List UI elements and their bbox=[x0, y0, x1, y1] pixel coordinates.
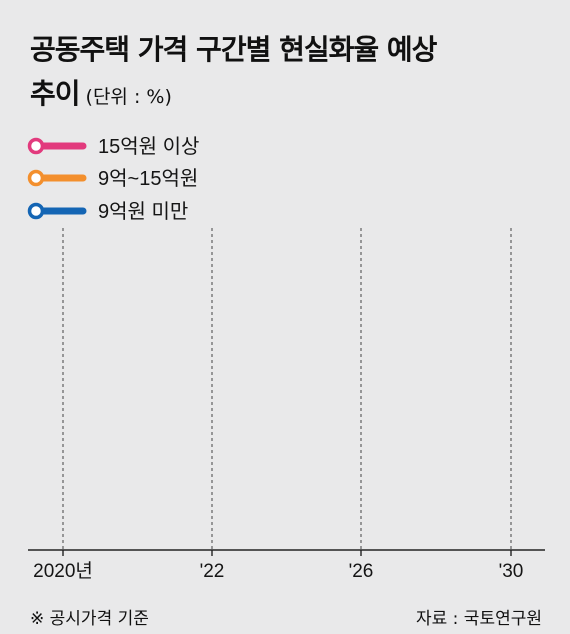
legend-label: 15억원 이상 bbox=[98, 135, 199, 158]
legend-label: 9억원 미만 bbox=[98, 200, 188, 223]
source-note: 자료 : 국토연구원 bbox=[415, 609, 542, 629]
legend-label: 9억~15억원 bbox=[98, 167, 198, 190]
chart-title: 공동주택 가격 구간별 현실화율 예상 bbox=[30, 33, 437, 66]
legend-marker bbox=[27, 202, 45, 220]
chart-title-cont: 추이 bbox=[30, 77, 81, 110]
chart-title-line2: 추이 (단위 : %) bbox=[30, 72, 172, 112]
x-tick-label: '30 bbox=[499, 561, 524, 582]
x-tick-label: '22 bbox=[200, 561, 225, 582]
footnote: ※ 공시가격 기준 bbox=[30, 609, 149, 629]
legend-marker bbox=[27, 137, 45, 155]
unit-label: (단위 : %) bbox=[85, 86, 172, 108]
x-tick-label: 2020년 bbox=[33, 560, 93, 582]
legend-marker bbox=[27, 169, 45, 187]
x-tick-label: '26 bbox=[349, 561, 374, 582]
